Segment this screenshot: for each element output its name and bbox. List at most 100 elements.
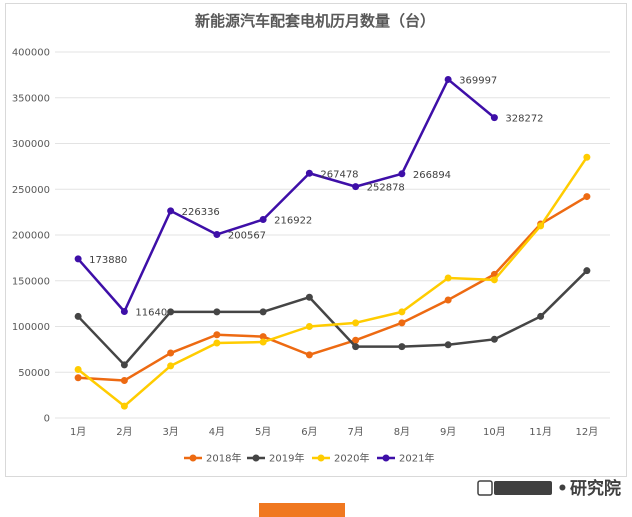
- data-point: [213, 339, 221, 347]
- data-label: 328272: [505, 114, 543, 125]
- x-tick-label: 5月: [255, 426, 271, 438]
- data-point: [444, 274, 452, 282]
- data-point: [213, 331, 221, 339]
- data-label: 11640: [135, 307, 167, 318]
- y-tick-label: 0: [44, 414, 50, 425]
- data-point: [352, 336, 360, 344]
- data-point: [305, 169, 313, 177]
- data-point: [398, 308, 406, 316]
- x-tick-label: 12月: [576, 426, 599, 438]
- chart-title: 新能源汽车配套电机历月数量（台）: [195, 12, 435, 30]
- series-line-2021年: [77, 78, 496, 313]
- data-point: [583, 153, 591, 161]
- data-point: [444, 341, 452, 349]
- data-point: [74, 374, 82, 382]
- y-tick-label: 350000: [12, 93, 50, 104]
- data-point: [490, 114, 498, 122]
- data-point: [167, 362, 175, 370]
- data-point: [74, 255, 82, 263]
- x-tick-label: 10月: [483, 426, 506, 438]
- data-label: 252878: [367, 183, 405, 194]
- gridlines: [55, 51, 610, 419]
- x-tick-label: 4月: [209, 426, 225, 438]
- data-point: [167, 308, 175, 316]
- x-axis-ticks: 1月 2月 3月 4月 5月 6月 7月 8月 9月 10月 11月 12月: [70, 426, 598, 438]
- legend-marker: [317, 454, 325, 462]
- y-tick-label: 200000: [12, 231, 50, 242]
- legend-label: 2020年: [334, 452, 369, 465]
- x-tick-label: 8月: [394, 426, 410, 438]
- data-point: [352, 183, 360, 191]
- data-point: [305, 293, 313, 301]
- x-tick-label: 1月: [70, 426, 86, 438]
- data-point: [259, 333, 267, 341]
- x-tick-label: 9月: [440, 426, 456, 438]
- bottom-accent-bar: [259, 503, 345, 517]
- data-point: [120, 402, 128, 410]
- chart-frame: [5, 3, 627, 477]
- legend-label: 2019年: [269, 452, 304, 465]
- legend-label: 2018年: [206, 452, 241, 465]
- data-point: [74, 366, 82, 374]
- y-tick-label: 100000: [12, 322, 50, 333]
- data-point: [259, 338, 267, 346]
- legend-label: 2021年: [399, 452, 434, 465]
- data-point: [305, 323, 313, 330]
- data-point: [352, 343, 360, 351]
- watermark-logo: • 研究院: [477, 478, 621, 499]
- data-point: [537, 222, 545, 230]
- legend-marker: [189, 454, 197, 462]
- x-tick-label: 7月: [347, 426, 363, 438]
- data-point: [490, 335, 498, 343]
- car-logo-icon: [477, 480, 493, 496]
- data-label: 226336: [182, 207, 220, 218]
- y-tick-label: 400000: [12, 48, 50, 59]
- data-labels: 173880 11640 226336 200567 216922 267478 25287…: [89, 75, 543, 318]
- data-point: [583, 267, 591, 275]
- x-tick-label: 11月: [529, 426, 552, 438]
- y-tick-label: 50000: [18, 368, 50, 379]
- series-line-2020年: [77, 156, 588, 408]
- y-tick-label: 250000: [12, 185, 50, 196]
- data-label: 216922: [274, 216, 312, 227]
- watermark-text: 研究院: [570, 478, 621, 499]
- data-point: [213, 230, 221, 238]
- y-axis-ticks: 0 50000 100000 150000 200000 250000 300000 3500…: [12, 48, 50, 425]
- x-tick-label: 2月: [116, 426, 132, 438]
- series-lines: [74, 75, 591, 410]
- data-point: [490, 276, 498, 284]
- data-label: 173880: [89, 255, 127, 266]
- data-point: [352, 319, 360, 327]
- y-tick-label: 150000: [12, 276, 50, 287]
- data-point: [305, 351, 313, 359]
- series-line-2019年: [77, 269, 588, 367]
- y-tick-label: 300000: [12, 139, 50, 150]
- brand-logo-icon: [494, 481, 552, 495]
- x-tick-label: 3月: [162, 426, 178, 438]
- data-point: [398, 170, 406, 178]
- data-point: [167, 207, 175, 215]
- data-point: [398, 343, 406, 351]
- legend: 2018年 2019年 2020年 2021年: [184, 452, 434, 465]
- data-point: [537, 312, 545, 320]
- data-point: [444, 296, 452, 304]
- data-point: [120, 307, 128, 315]
- legend-marker: [252, 454, 260, 462]
- legend-marker: [382, 454, 390, 462]
- data-point: [213, 308, 221, 316]
- data-point: [167, 349, 175, 357]
- data-point: [74, 312, 82, 320]
- data-label: 369997: [459, 75, 497, 86]
- data-point: [259, 308, 267, 316]
- watermark-separator: •: [557, 479, 568, 499]
- data-label: 266894: [413, 170, 451, 181]
- series-line-2018年: [78, 195, 588, 382]
- data-point: [120, 376, 128, 384]
- data-point: [120, 361, 128, 369]
- data-label: 200567: [228, 230, 266, 241]
- data-label: 267478: [320, 169, 358, 180]
- data-point: [259, 216, 267, 224]
- data-point: [583, 193, 591, 201]
- data-point: [444, 75, 452, 83]
